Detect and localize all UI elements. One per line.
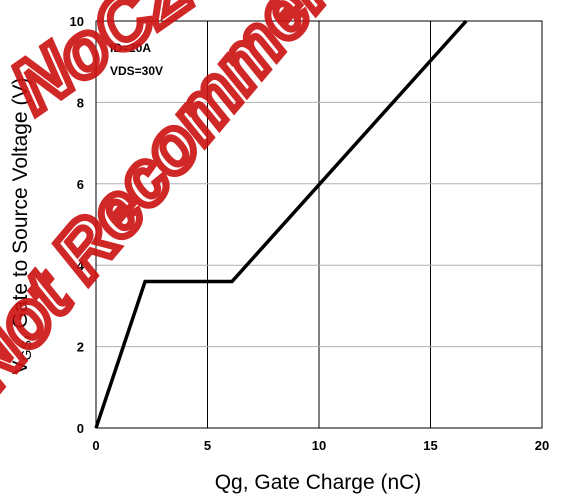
watermark: Not Recommended NoCZ [0,0,445,409]
y-tick-label: 6 [77,177,84,192]
x-tick-label: 20 [535,438,549,453]
y-tick-label: 2 [77,340,84,355]
series-line [94,19,468,429]
y-tick-label: 8 [77,95,84,110]
y-tick-labels: 0 2 4 6 8 10 [70,14,85,436]
plot-frame [95,20,543,429]
x-tick-labels: 0 5 10 15 20 [92,438,549,453]
y-tick-label: 4 [77,258,85,273]
grid-lines [95,20,543,429]
x-tick-label: 15 [423,438,437,453]
y-tick-label: 10 [70,14,84,29]
annotation-vds: VDS=30V [110,64,163,78]
x-tick-label: 0 [92,438,99,453]
y-axis-label: VGS, Gate to Source Voltage (V) [9,78,34,375]
y-axis-label-sub: GS [18,340,34,360]
annotation-id: ID=20A [110,41,151,55]
y-axis-label-rest: , Gate to Source Voltage (V) [9,78,32,341]
x-axis-label: Qg, Gate Charge (nC) [215,471,422,494]
y-axis-label-main: V [9,360,32,374]
y-tick-label: 0 [77,421,84,436]
x-tick-label: 5 [204,438,211,453]
x-tick-label: 10 [312,438,326,453]
